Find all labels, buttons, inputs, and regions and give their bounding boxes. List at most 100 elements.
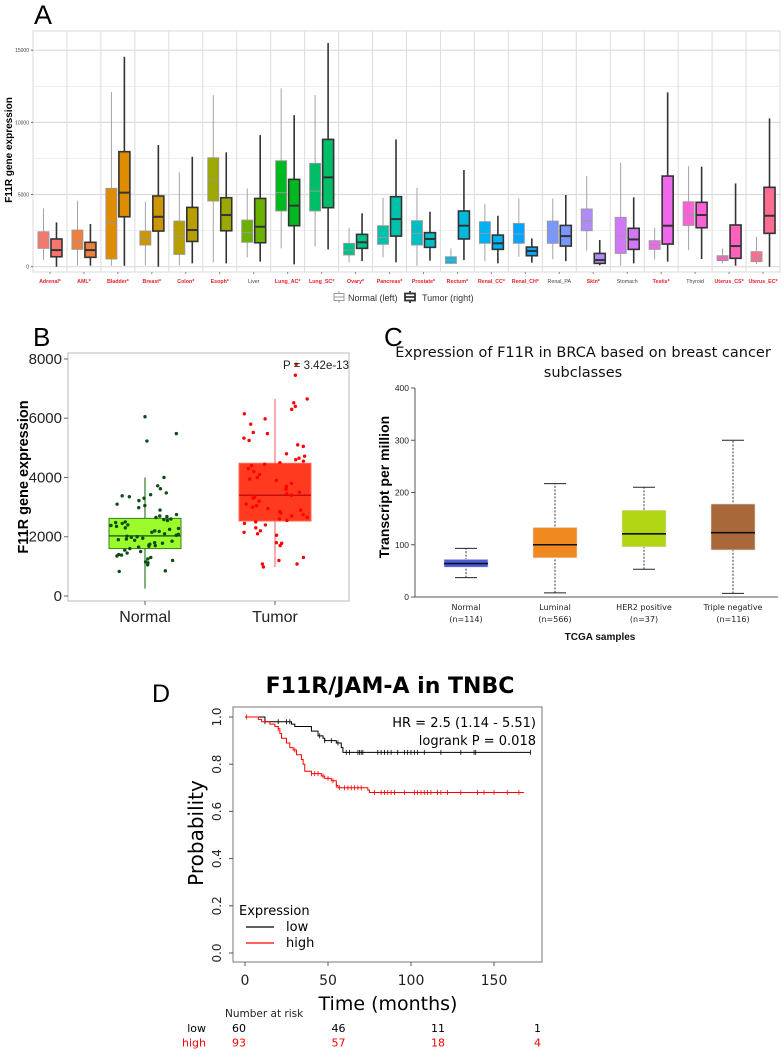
box-normal-21 — [750, 236, 763, 265]
box-normal-20 — [716, 248, 729, 264]
box — [682, 201, 695, 226]
data-point — [158, 514, 162, 518]
data-point — [149, 555, 153, 560]
box — [750, 251, 763, 263]
risk-count: 4 — [534, 1037, 541, 1050]
panel-c-subclass-boxplot: Expression of F11R in BRCA based on brea… — [376, 345, 778, 643]
data-point — [148, 492, 153, 497]
box — [108, 517, 182, 550]
y-tick-label: 15000 — [15, 48, 29, 54]
data-point — [289, 481, 294, 486]
box — [580, 208, 593, 232]
data-point — [254, 526, 258, 530]
x-axis-title: TCGA samples — [565, 632, 636, 643]
data-point — [284, 452, 289, 456]
data-point — [305, 397, 309, 401]
data-point — [165, 514, 169, 519]
risk-count: 57 — [332, 1037, 346, 1050]
box — [343, 242, 356, 256]
data-point — [126, 523, 130, 527]
box-normal-9 — [343, 227, 356, 263]
data-point — [274, 533, 279, 537]
data-point — [265, 431, 270, 436]
box-tumor-8 — [321, 42, 335, 250]
box-normal-8 — [309, 94, 322, 247]
data-point — [145, 563, 150, 567]
x-tick-label-tissue: Adrenal* — [39, 279, 62, 285]
box-normal-19 — [682, 166, 695, 251]
box — [152, 195, 165, 232]
data-point — [294, 362, 298, 366]
x-tick-label: Luminal — [539, 603, 571, 612]
chart-title-line-2: subclasses — [544, 365, 622, 381]
data-point — [129, 535, 133, 540]
box-tumor-3 — [152, 145, 165, 267]
box-normal-10 — [377, 197, 389, 258]
x-tick-label-tissue: Prostate* — [412, 279, 436, 285]
risk-count: 46 — [332, 1022, 346, 1035]
x-tick-label: 100 — [398, 973, 425, 989]
data-point — [160, 541, 165, 545]
data-point — [123, 548, 127, 552]
data-point — [125, 534, 129, 538]
data-point — [247, 438, 251, 443]
data-point — [117, 569, 121, 574]
x-tick-label-tissue: Pancreas* — [377, 279, 404, 285]
data-point — [169, 517, 173, 521]
data-point — [119, 553, 124, 557]
data-point — [260, 562, 265, 566]
data-point — [301, 555, 306, 560]
risk-count: 11 — [431, 1022, 445, 1035]
data-point — [305, 515, 309, 520]
data-point — [242, 521, 247, 526]
x-tick-label: 50 — [319, 973, 337, 989]
box-tumor-2 — [118, 56, 131, 266]
data-point — [143, 503, 147, 508]
risk-count: 60 — [232, 1022, 246, 1035]
box — [185, 206, 199, 243]
box — [661, 175, 674, 245]
box — [287, 178, 301, 227]
logrank-p-text: logrank P = 0.018 — [419, 734, 536, 749]
data-point — [289, 493, 294, 497]
data-point — [242, 436, 246, 440]
data-point — [251, 496, 255, 500]
data-point — [261, 565, 266, 569]
data-point — [295, 562, 299, 566]
data-point — [109, 523, 113, 528]
data-point — [132, 538, 137, 542]
data-point — [150, 530, 154, 534]
panel-b-brca-boxplot: 0 2000 4000 6000 8000 F11R gene expression Nor… — [16, 351, 350, 626]
box — [614, 216, 627, 254]
legend-label-low: low — [286, 920, 309, 935]
box-normal-0 — [37, 208, 50, 261]
data-point — [277, 517, 282, 521]
box-3 — [710, 439, 756, 594]
box-tumor-1 — [84, 223, 97, 266]
box-tumor-16 — [593, 239, 607, 266]
hazard-ratio-text: HR = 2.5 (1.14 - 5.51) — [392, 716, 536, 731]
box-tumor-13 — [491, 215, 505, 264]
data-point — [143, 415, 147, 419]
data-point — [156, 484, 160, 488]
data-point — [164, 491, 168, 495]
box-1 — [532, 483, 578, 594]
data-point — [137, 498, 141, 503]
data-point — [125, 551, 129, 555]
box — [532, 527, 578, 559]
x-tick-label-tissue: Uterus_EC* — [748, 279, 778, 285]
box — [729, 224, 742, 260]
x-tick-label-tissue: Testis* — [653, 279, 671, 285]
data-point — [158, 508, 162, 512]
data-point — [123, 526, 127, 530]
data-point — [255, 475, 260, 480]
data-point — [302, 454, 307, 458]
data-point — [124, 537, 129, 541]
box-normal-12 — [444, 248, 457, 265]
y-tick-label: 0.4 — [210, 849, 224, 868]
data-point — [249, 463, 254, 468]
data-point — [158, 487, 163, 491]
data-point — [290, 514, 294, 518]
risk-count: 1 — [534, 1022, 541, 1035]
